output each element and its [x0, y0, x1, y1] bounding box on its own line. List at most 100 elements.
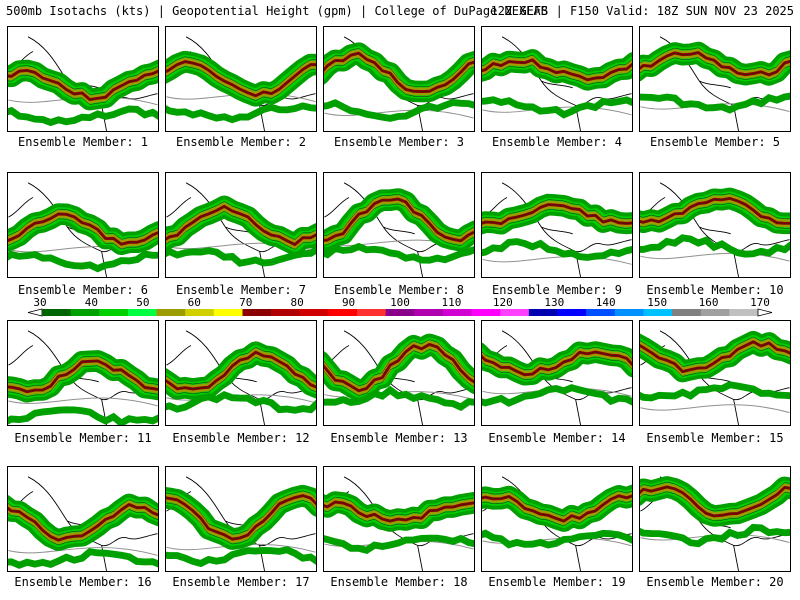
- ensemble-member-caption: Ensemble Member: 17: [172, 575, 310, 589]
- secondary-jet-band: [166, 102, 316, 124]
- ensemble-member-panel: [323, 466, 475, 572]
- secondary-jet-band: [8, 406, 158, 425]
- height-line: [640, 346, 790, 377]
- coastline: [166, 182, 316, 277]
- height-line: [166, 347, 316, 385]
- colorbar-tick-label: 160: [698, 296, 719, 309]
- ensemble-member-caption: Ensemble Member: 6: [17, 283, 149, 297]
- height-line: [324, 52, 474, 92]
- ensemble-member-caption: Ensemble Member: 2: [175, 135, 307, 149]
- height-line: [8, 504, 158, 541]
- colorbar-segment: [357, 309, 386, 316]
- height-contour: [482, 537, 632, 547]
- coastline: [8, 330, 158, 425]
- ensemble-member-panel: [639, 172, 791, 278]
- ensemble-member-panel: [323, 320, 475, 426]
- ensemble-map: [640, 36, 790, 131]
- height-line: [8, 355, 158, 388]
- secondary-jet-band: [166, 390, 316, 414]
- height-line: [324, 203, 474, 246]
- height-line: [482, 199, 632, 220]
- colorbar-segment: [70, 309, 100, 316]
- colorbar-graphic: [27, 308, 773, 317]
- ensemble-map: [166, 182, 316, 277]
- ensemble-member-caption: Ensemble Member: 19: [488, 575, 626, 589]
- secondary-jet-band: [324, 534, 474, 554]
- height-line: [482, 54, 632, 76]
- secondary-jet-band: [482, 96, 632, 119]
- colorbar-tick-label: 110: [441, 296, 462, 309]
- ensemble-map: [324, 330, 474, 425]
- colorbar-segment: [328, 309, 358, 316]
- height-line: [324, 57, 474, 97]
- ensemble-map: [324, 36, 474, 131]
- height-line: [640, 486, 790, 517]
- height-line: [640, 203, 790, 229]
- height-line: [640, 52, 790, 76]
- height-line: [8, 75, 158, 105]
- colorbar-segment: [414, 309, 444, 316]
- height-line: [482, 209, 632, 229]
- height-contour: [166, 93, 316, 103]
- colorbar-segment: [614, 309, 644, 316]
- colorbar-tick-label: 30: [33, 296, 47, 309]
- height-line: [8, 360, 158, 392]
- ensemble-map: [8, 182, 158, 277]
- ensemble-map: [482, 182, 632, 277]
- height-line: [166, 56, 316, 92]
- secondary-jet-band: [482, 529, 632, 549]
- height-line: [324, 501, 474, 522]
- secondary-jet-band: [166, 546, 316, 568]
- colorbar-segment: [442, 309, 472, 316]
- ensemble-member-caption: Ensemble Member: 3: [333, 135, 465, 149]
- height-line: [8, 218, 158, 250]
- ensemble-map: [640, 330, 790, 425]
- colorbar-segment: [643, 309, 673, 316]
- height-line: [324, 193, 474, 237]
- colorbar-segment: [385, 309, 415, 316]
- height-line: [8, 208, 158, 240]
- ensemble-member-caption: Ensemble Member: 15: [646, 431, 784, 445]
- ensemble-member-caption: Ensemble Member: 9: [491, 283, 623, 297]
- colorbar-left-arrow: [27, 308, 43, 317]
- secondary-jet-band: [324, 385, 474, 411]
- height-contour: [482, 255, 632, 265]
- height-line: [324, 496, 474, 517]
- colorbar-tick-label: 170: [750, 296, 770, 309]
- height-line: [324, 506, 474, 527]
- colorbar-tick-label: 150: [647, 296, 668, 309]
- height-line: [8, 365, 158, 397]
- ensemble-map: [482, 476, 632, 571]
- ensemble-member-caption: Ensemble Member: 18: [330, 575, 468, 589]
- height-line: [640, 57, 790, 81]
- colorbar-segment: [557, 309, 587, 316]
- colorbar-tick-label: 40: [84, 296, 99, 309]
- height-line: [166, 495, 316, 540]
- height-line: [482, 59, 632, 81]
- ensemble-member-panel: [165, 172, 317, 278]
- height-line: [324, 339, 474, 387]
- ensemble-member-caption: Ensemble Member: 5: [649, 135, 781, 149]
- ensemble-map: [640, 182, 790, 277]
- height-line: [8, 499, 158, 536]
- height-line: [166, 490, 316, 535]
- ensemble-member-panel: [639, 320, 791, 426]
- secondary-jet-band: [324, 98, 474, 122]
- colorbar-segment: [127, 309, 157, 316]
- colorbar-segment: [500, 309, 530, 316]
- height-line: [8, 509, 158, 546]
- ensemble-member-panel: [639, 466, 791, 572]
- height-line: [324, 198, 474, 242]
- ensemble-member-panel: [7, 172, 159, 278]
- secondary-jet-band: [8, 105, 158, 127]
- height-line: [324, 349, 474, 396]
- height-line: [324, 344, 474, 392]
- ensemble-map: [482, 36, 632, 131]
- height-contour: [640, 252, 790, 262]
- isotach-colorbar: [0, 296, 800, 320]
- colorbar-segment: [729, 309, 759, 316]
- ensemble-map: [324, 476, 474, 571]
- ensemble-member-panel: [481, 320, 633, 426]
- ensemble-member-panel: [323, 172, 475, 278]
- chart-title: 500mb Isotachs (kts) | Geopotential Heig…: [6, 4, 548, 18]
